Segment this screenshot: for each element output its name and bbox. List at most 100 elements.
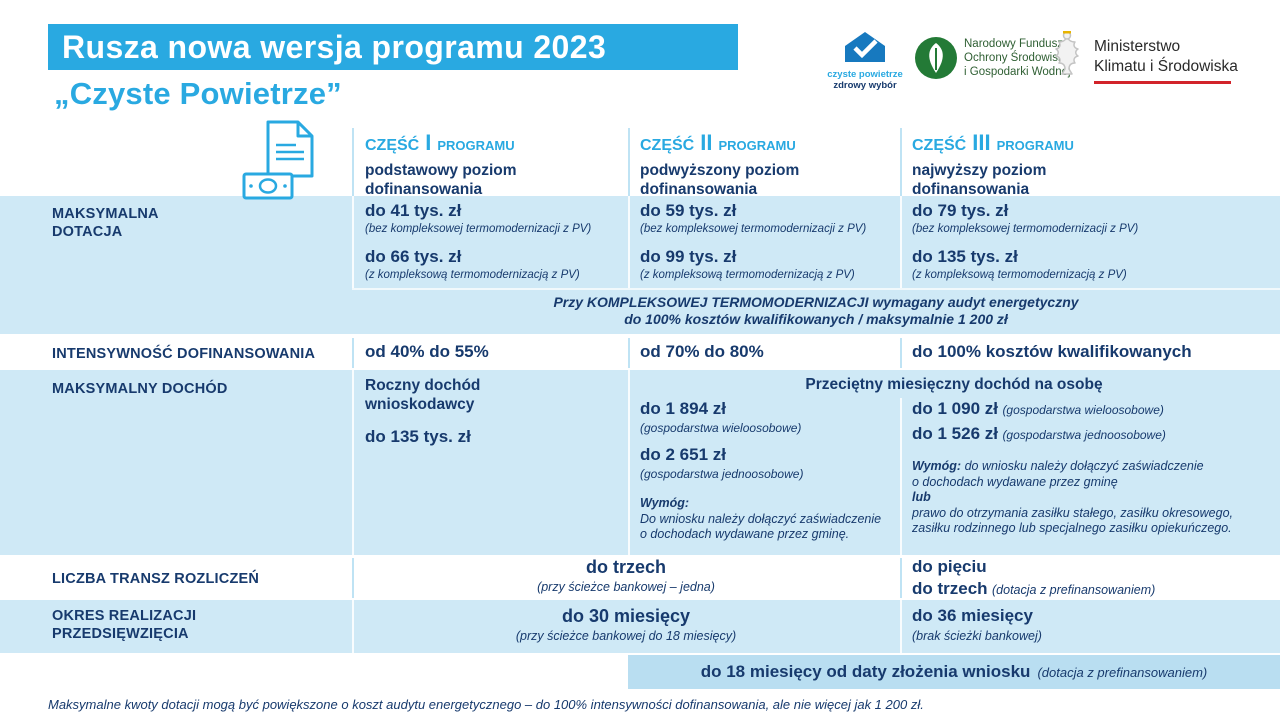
requirement-or-label: lub: [912, 490, 931, 504]
period-value: do 30 miesięcy: [561, 606, 691, 626]
column-separator: [352, 370, 354, 555]
prefinancing-band: do 18 miesięcy od daty złożenia wniosku …: [628, 655, 1280, 689]
grant-note: (z kompleksową termomodernizacją z PV): [365, 269, 580, 281]
column-header-part-1: CZĘŚĆ I PROGRAMU podstawowy poziom dofin…: [365, 130, 565, 199]
footer-note: Maksymalne kwoty dotacji mogą być powięk…: [48, 697, 924, 712]
column-header-part-2: CZĘŚĆ II PROGRAMU podwyższony poziom dof…: [640, 130, 840, 199]
column-header-title: CZĘŚĆ II PROGRAMU: [640, 130, 840, 156]
prefinancing-note: (dotacja z prefinansowaniem): [1037, 664, 1208, 680]
logo-ministry-text: Ministerstwo Klimatu i Środowiska: [1094, 37, 1238, 77]
period-merged-cell: do 30 miesięcy (przy ścieżce bankowej do…: [352, 606, 900, 643]
logo-nfosigw-line: Narodowy Fundusz: [964, 38, 1064, 50]
part-numeral: III: [972, 130, 991, 155]
part-numeral: I: [425, 130, 432, 155]
income-note: (gospodarstwa wieloosobowe): [1002, 403, 1164, 417]
row-label-maksymalna-dotacja: MAKSYMALNA DOTACJA: [52, 206, 159, 240]
tranche-value: do trzech: [585, 557, 666, 577]
nfosigw-logo-icon: [915, 37, 957, 79]
grant-cell-part-3: do 79 tys. zł (bez kompleksowej termomod…: [912, 201, 1138, 282]
row-label-liczba-transz: LICZBA TRANSZ ROZLICZEŃ: [52, 571, 260, 587]
grant-amount: do 41 tys. zł: [365, 201, 462, 220]
row-okres-background: [0, 600, 1280, 653]
column-header-title: CZĘŚĆ III PROGRAMU: [912, 130, 1112, 156]
intensity-value-part-2: od 70% do 80%: [640, 342, 764, 361]
prefinancing-value: do 18 miesięcy od daty złożenia wniosku: [700, 662, 1031, 681]
row-divider: [352, 288, 1280, 290]
logo-nfosigw-line: Ochrony Środowiska: [964, 52, 1071, 64]
ministry-red-underline: [1094, 81, 1231, 84]
column-separator: [628, 338, 630, 368]
row-label-intensywnosc: INTENSYWNOŚĆ DOFINANSOWANIA: [52, 346, 316, 362]
period-cell-part-3: do 36 miesięcy (brak ścieżki bankowej): [912, 606, 1042, 643]
grant-amount: do 135 tys. zł: [912, 247, 1018, 266]
grant-note: (bez kompleksowej termomodernizacji z PV…: [365, 223, 592, 235]
grant-amount: do 79 tys. zł: [912, 201, 1009, 220]
requirement-text-line: zasiłku rodzinnego lub specjalnego zasił…: [912, 521, 1232, 535]
intensity-value-part-1: od 40% do 55%: [365, 342, 489, 361]
income-cell-part-1-amount: do 135 tys. zł: [365, 427, 471, 446]
tranche-cell-part-3: do pięciu do trzech (dotacja z prefinans…: [912, 557, 1155, 601]
requirement-text: Do wniosku należy dołączyć zaświadczenie…: [640, 512, 910, 542]
logo-nfosigw-line: i Gospodarki Wodnej: [964, 66, 1071, 78]
income-cell-part-2: do 1 894 zł (gospodarstwa wieloosobowe) …: [640, 399, 910, 542]
row-dochod-background: [0, 370, 1280, 555]
column-separator: [628, 196, 630, 288]
column-separator: [352, 558, 354, 598]
period-value: do 36 miesięcy: [912, 606, 1033, 625]
part-numeral: II: [700, 130, 713, 155]
income-cell-part-1-title: Roczny dochód wnioskodawcy: [365, 377, 481, 413]
column-separator: [352, 128, 354, 196]
grant-amount: do 66 tys. zł: [365, 247, 462, 266]
row-label-maksymalny-dochod: MAKSYMALNY DOCHÓD: [52, 381, 228, 397]
period-note: (przy ścieżce bankowej do 18 miesięcy): [515, 629, 737, 643]
income-line: do 1 526 zł (gospodarstwa jednoosobowe): [912, 424, 1280, 445]
column-separator: [900, 338, 902, 368]
logo-ministry-line: Klimatu i Środowiska: [1094, 58, 1238, 75]
czesc-label: CZĘŚĆ: [912, 137, 967, 154]
documents-money-icon: [242, 120, 314, 200]
grant-note: (bez kompleksowej termomodernizacji z PV…: [912, 223, 1139, 235]
column-separator: [900, 600, 902, 653]
czesc-label: CZĘŚĆ: [640, 137, 695, 154]
tranche-note: (dotacja z prefinansowaniem): [992, 583, 1156, 597]
income-amount: do 1 894 zł: [640, 399, 726, 418]
requirement-text-line: o dochodach wydawane przez gminę.: [640, 527, 850, 541]
income-span-header: Przeciętny miesięczny dochód na osobę: [805, 376, 1103, 393]
grant-amount: do 99 tys. zł: [640, 247, 737, 266]
column-separator: [628, 370, 630, 555]
row-label-okres-realizacji: OKRES REALIZACJI PRZEDSIĘWZIĘCIA: [52, 608, 197, 642]
czesc-label: CZĘŚĆ: [365, 137, 420, 154]
polish-eagle-icon: [1055, 31, 1079, 75]
tranche-value: do trzech: [912, 579, 988, 598]
grant-amount: do 59 tys. zł: [640, 201, 737, 220]
requirement-text-line: do wniosku należy dołączyć zaświadczenie: [964, 459, 1204, 473]
column-separator: [352, 600, 354, 653]
house-logo-icon: [845, 32, 885, 62]
tranche-value: do pięciu: [912, 557, 987, 576]
income-note: (gospodarstwa jednoosobowe): [1002, 428, 1166, 442]
column-level-label: najwyższy poziom dofinansowania: [912, 162, 1047, 198]
grant-cell-part-2: do 59 tys. zł (bez kompleksowej termomod…: [640, 201, 866, 282]
grant-note: (z kompleksową termomodernizacją z PV): [640, 269, 855, 281]
logo-nfosigw-text: Narodowy Fundusz Ochrony Środowiska i Go…: [964, 37, 1071, 79]
period-note: (brak ścieżki bankowej): [912, 629, 1042, 643]
grant-note: (z kompleksową termomodernizacją z PV): [912, 269, 1127, 281]
column-separator: [900, 558, 902, 598]
column-level-label: podstawowy poziom dofinansowania: [365, 162, 517, 198]
title-banner: Rusza nowa wersja programu 2023: [48, 24, 738, 70]
audit-note-line: Przy KOMPLEKSOWEJ TERMOMODERNIZACJI wyma…: [553, 294, 1079, 310]
logo-ministry-line: Ministerstwo: [1094, 38, 1181, 55]
column-separator: [352, 338, 354, 368]
column-separator: [900, 128, 902, 196]
requirement-text-line: Do wniosku należy dołączyć zaświadczenie: [640, 512, 882, 526]
logo-czyste-powietrze-name: czyste powietrze: [827, 69, 903, 80]
programu-label: PROGRAMU: [437, 138, 515, 153]
tranche-line: do trzech (dotacja z prefinansowaniem): [912, 579, 1155, 601]
page-subtitle: „Czyste Powietrze”: [54, 76, 342, 111]
income-amount: do 1 090 zł: [912, 399, 998, 418]
page-title: Rusza nowa wersja programu 2023: [62, 28, 607, 65]
grant-cell-part-1: do 41 tys. zł (bez kompleksowej termomod…: [365, 201, 591, 282]
requirement-label: Wymóg:: [640, 496, 690, 510]
income-amount: do 2 651 zł: [640, 445, 726, 464]
